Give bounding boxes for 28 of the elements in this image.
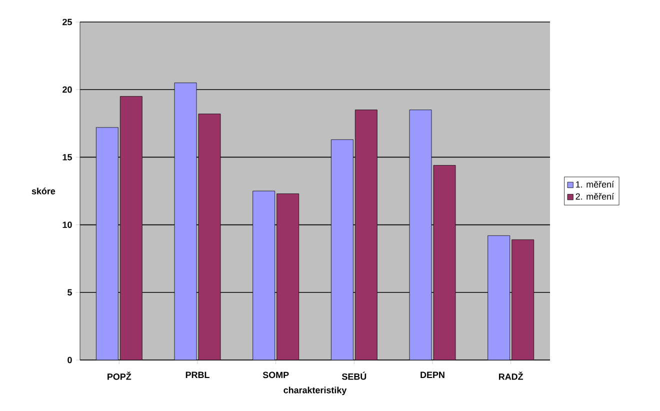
bar xyxy=(252,191,275,360)
x-tick-label: RADŽ xyxy=(498,372,524,380)
x-tick-label: SOMP xyxy=(262,372,289,378)
x-tick-label: PRBL xyxy=(186,372,210,378)
bar xyxy=(410,110,432,360)
y-tick-label: 0 xyxy=(68,356,72,364)
bar xyxy=(120,96,142,360)
legend-label: 2. měření xyxy=(576,192,614,200)
bar xyxy=(355,110,378,360)
x-tick-label: POPŽ xyxy=(108,372,132,380)
bar xyxy=(174,82,197,360)
bar xyxy=(488,235,510,360)
y-axis-title: skóre xyxy=(32,188,56,194)
x-axis-title: charakteristiky xyxy=(284,386,347,396)
x-tick-label: SEBÚ xyxy=(342,372,366,380)
bar xyxy=(276,194,299,360)
x-tick-label: DEPN xyxy=(420,372,444,378)
y-tick-label: 15 xyxy=(62,154,72,160)
y-tick-label: 20 xyxy=(62,86,72,93)
bar xyxy=(434,165,456,360)
bar xyxy=(331,140,354,360)
y-tick-label: 5 xyxy=(68,289,72,296)
legend-label: 1. měření xyxy=(576,180,614,188)
bar xyxy=(512,239,534,360)
y-tick-label: 25 xyxy=(62,18,72,26)
bar xyxy=(96,127,118,360)
y-tick-label: 10 xyxy=(62,222,72,228)
bar xyxy=(198,114,220,360)
